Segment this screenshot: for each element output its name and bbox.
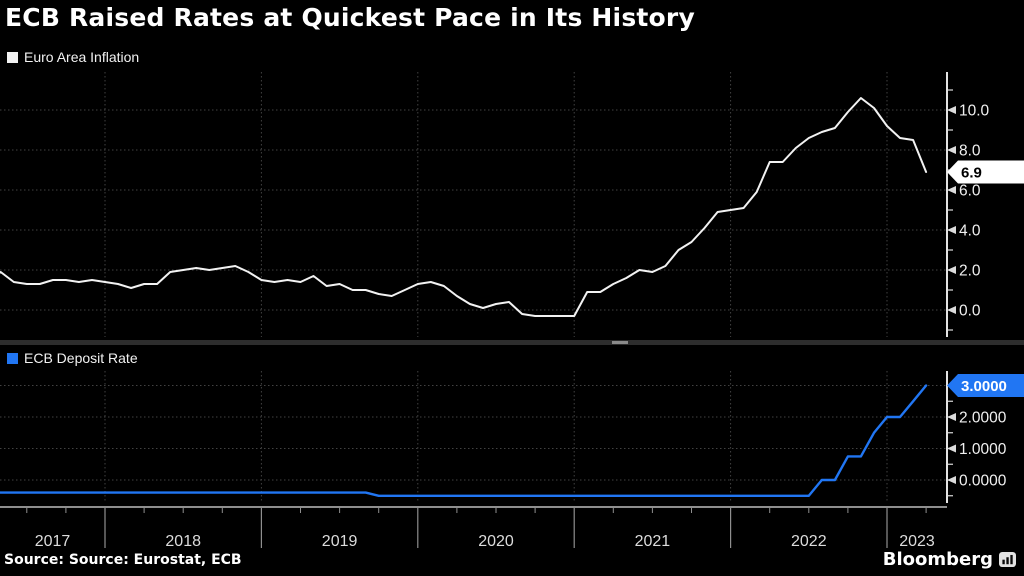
euro-area-inflation-last-value-callout: 6.9	[947, 160, 1024, 184]
legend-ecb-deposit-rate: ECB Deposit Rate	[7, 350, 138, 366]
svg-text:2.0: 2.0	[959, 263, 981, 280]
euro-area-inflation-line	[0, 97, 928, 317]
svg-text:8.0: 8.0	[959, 143, 981, 160]
svg-text:2.0000: 2.0000	[959, 410, 1007, 427]
legend-euro-area-inflation: Euro Area Inflation	[7, 49, 139, 65]
legend-label-deposit-rate: ECB Deposit Rate	[24, 350, 138, 366]
legend-label-inflation: Euro Area Inflation	[24, 49, 140, 65]
x-axis-year-label: 2019	[322, 533, 358, 550]
svg-text:0.0000: 0.0000	[959, 473, 1007, 490]
source-note: Source: Source: Eurostat, ECB	[4, 552, 242, 568]
panel-splitter-handle[interactable]	[612, 341, 628, 344]
x-axis-year-label: 2018	[165, 533, 201, 550]
svg-text:4.0: 4.0	[959, 223, 981, 240]
svg-text:0.0: 0.0	[959, 303, 981, 320]
inflation-series-swatch-icon	[7, 52, 18, 63]
deposit-rate-series-swatch-icon	[7, 353, 18, 364]
chart-title: ECB Raised Rates at Quickest Pace in Its…	[5, 3, 695, 32]
svg-text:6.9: 6.9	[961, 165, 982, 182]
ecb-deposit-rate-line	[0, 384, 928, 497]
bloomberg-wordmark: Bloomberg	[882, 549, 993, 570]
svg-text:10.0: 10.0	[959, 103, 990, 120]
ecb-deposit-rate-last-value-callout: 3.0000	[947, 374, 1024, 397]
panel-divider	[0, 340, 1024, 345]
svg-text:6.0: 6.0	[959, 183, 981, 200]
svg-text:1.0000: 1.0000	[959, 441, 1007, 458]
bloomberg-logo: Bloomberg	[883, 549, 1016, 570]
x-axis-year-label: 2021	[635, 533, 671, 550]
svg-text:3.0000: 3.0000	[961, 378, 1007, 395]
x-axis-year-label: 2020	[478, 533, 514, 550]
x-axis-year-label: 2023	[899, 533, 935, 550]
x-axis-year-label: 2017	[35, 533, 71, 550]
bloomberg-terminal-icon	[999, 551, 1016, 568]
x-axis-year-label: 2022	[791, 533, 827, 550]
